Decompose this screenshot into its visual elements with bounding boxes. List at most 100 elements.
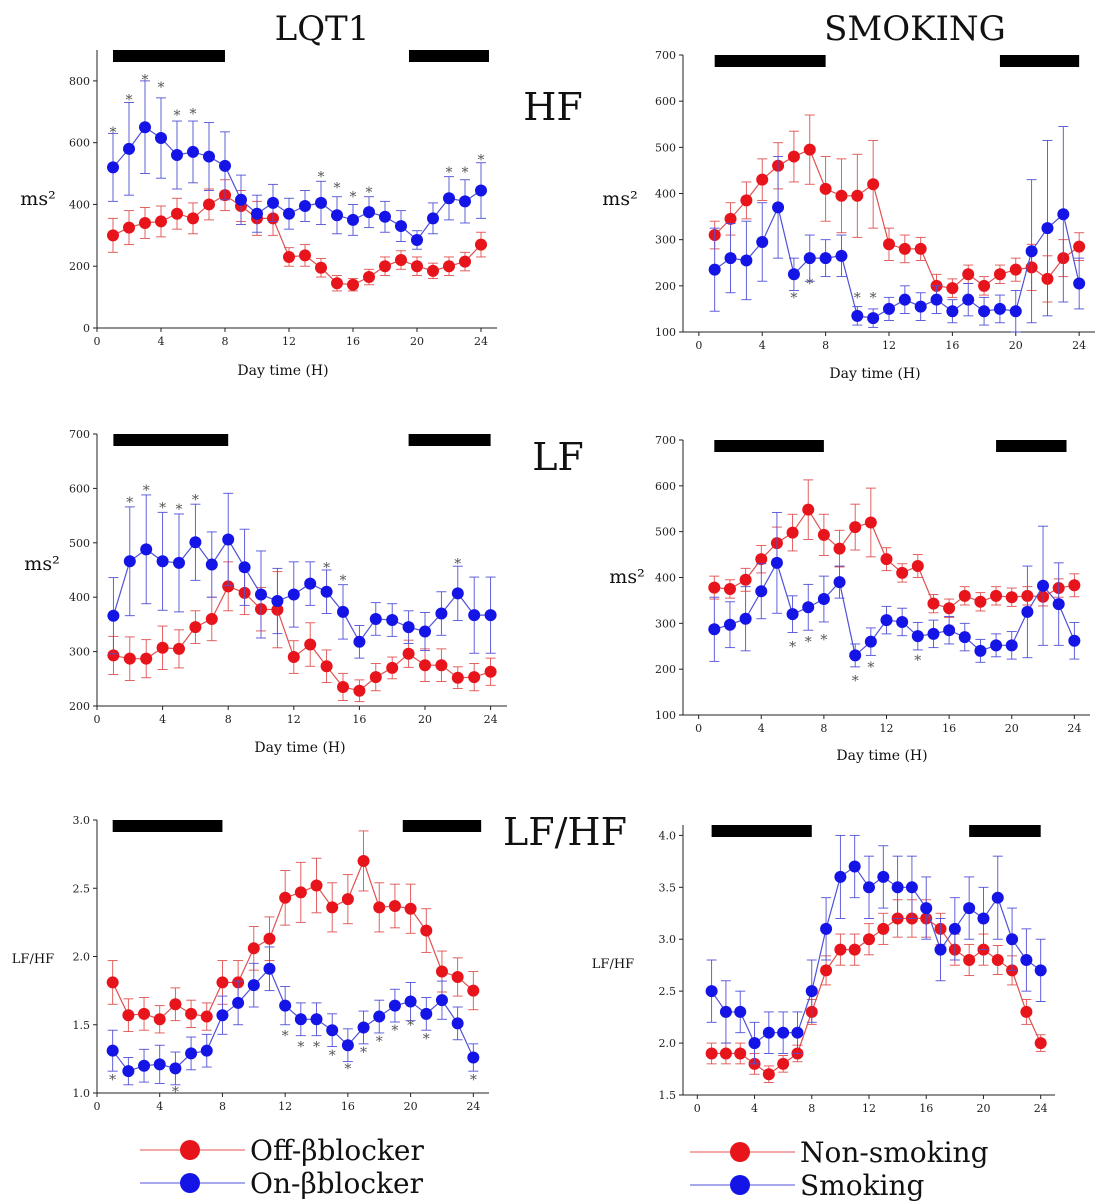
data-point-red xyxy=(427,264,439,277)
data-point-blue xyxy=(777,1026,790,1039)
y-tick-label: 3.0 xyxy=(73,814,91,827)
x-tick-label: 8 xyxy=(820,722,827,735)
data-point-red xyxy=(337,680,349,693)
panel-smoking-lf: 100 200 300 400 500 600 700 0 4 8 12 16 20 24 Day time… xyxy=(609,434,1090,764)
significance-star: * xyxy=(470,1072,477,1088)
data-point-red xyxy=(777,1057,790,1070)
x-tick-label: 12 xyxy=(278,1100,292,1113)
data-point-red xyxy=(459,255,471,268)
data-point-blue xyxy=(189,536,202,549)
data-point-blue xyxy=(484,609,497,622)
data-point-blue xyxy=(153,1058,166,1071)
data-point-red xyxy=(373,901,386,914)
y-tick-label: 400 xyxy=(655,188,676,201)
data-point-blue xyxy=(891,881,904,894)
data-point-blue xyxy=(834,870,847,883)
data-point-blue xyxy=(205,558,218,571)
significance-star: * xyxy=(454,556,461,572)
data-point-blue xyxy=(171,149,183,162)
data-point-red xyxy=(1034,1037,1047,1050)
data-point-red xyxy=(386,661,399,674)
data-point-red xyxy=(171,207,183,220)
data-point-blue xyxy=(1034,964,1047,977)
data-point-blue xyxy=(251,207,263,220)
x-axis-label: Day time (H) xyxy=(254,740,345,756)
data-point-blue xyxy=(287,588,300,601)
data-point-blue xyxy=(238,561,251,574)
significance-star: * xyxy=(350,190,357,206)
legend-left-blue-label: On-βblocker xyxy=(250,1167,424,1200)
y-tick-label: 500 xyxy=(69,537,90,550)
data-point-blue xyxy=(787,268,800,281)
data-point-blue xyxy=(279,999,292,1012)
data-point-red xyxy=(762,1068,775,1081)
data-point-blue xyxy=(271,595,284,608)
data-point-blue xyxy=(755,585,768,598)
data-point-red xyxy=(1005,591,1018,604)
x-tick-label: 20 xyxy=(410,335,424,348)
data-point-blue xyxy=(331,209,343,222)
series-blue xyxy=(107,492,497,659)
x-tick-label: 4 xyxy=(759,339,766,352)
data-point-red xyxy=(320,660,333,673)
data-point-red xyxy=(411,260,423,273)
data-point-red xyxy=(369,671,382,684)
significance-star: * xyxy=(340,573,347,589)
x-tick-label: 20 xyxy=(404,1100,418,1113)
data-point-blue xyxy=(708,263,721,276)
data-point-blue xyxy=(719,1005,732,1018)
legend-right-red-marker xyxy=(730,1142,750,1162)
y-tick-label: 3.0 xyxy=(659,933,677,946)
data-point-blue xyxy=(978,305,991,318)
significance-star: * xyxy=(423,1031,430,1047)
y-tick-label: 800 xyxy=(69,75,90,88)
data-point-blue xyxy=(255,588,267,601)
night-bar xyxy=(999,55,1080,67)
series-red xyxy=(708,114,1086,303)
significance-star: * xyxy=(407,1018,414,1034)
x-tick-label: 0 xyxy=(94,335,101,348)
data-point-blue xyxy=(927,627,940,640)
data-point-blue xyxy=(1006,933,1019,946)
night-bar xyxy=(113,50,225,62)
data-point-red xyxy=(820,964,833,977)
data-point-blue xyxy=(1020,954,1033,966)
significance-star: * xyxy=(391,1023,398,1039)
data-point-red xyxy=(991,954,1004,966)
data-point-red xyxy=(107,649,120,662)
data-point-blue xyxy=(200,1044,213,1057)
data-point-red xyxy=(468,671,481,684)
data-point-blue xyxy=(363,206,375,219)
data-point-red xyxy=(833,542,846,555)
data-point-red xyxy=(943,602,956,615)
data-point-blue xyxy=(420,1007,433,1020)
x-tick-label: 8 xyxy=(225,713,232,726)
significance-star: * xyxy=(192,492,199,508)
data-point-blue xyxy=(369,612,382,625)
y-axis-label: LF/HF xyxy=(592,957,634,972)
data-point-blue xyxy=(974,644,987,657)
data-point-red xyxy=(734,1047,747,1060)
y-tick-label: 600 xyxy=(655,480,676,493)
y-tick-label: 500 xyxy=(655,141,676,154)
legend-left-red-label: Off-βblocker xyxy=(250,1134,424,1167)
significance-star: * xyxy=(334,180,341,196)
significance-star: * xyxy=(366,185,373,201)
y-tick-label: 4.0 xyxy=(659,829,677,842)
data-point-red xyxy=(443,260,455,273)
data-point-red xyxy=(786,526,799,539)
y-tick-label: 1.0 xyxy=(73,1087,91,1100)
data-point-blue xyxy=(977,912,990,925)
data-point-blue xyxy=(943,624,956,637)
data-point-red xyxy=(914,242,927,255)
significance-star: * xyxy=(462,165,469,181)
significance-star: * xyxy=(323,560,330,576)
significance-star: * xyxy=(158,80,165,96)
series-blue xyxy=(708,511,1081,668)
data-point-blue xyxy=(930,293,943,306)
panel-lqt1-hf: 0 200 400 600 800 0 4 8 12 16 20 24 Day time (H) ms² *… xyxy=(20,50,497,379)
title-lqt1: LQT1 xyxy=(275,9,370,49)
series-line-blue xyxy=(714,561,1075,657)
data-point-red xyxy=(1020,1005,1033,1018)
data-point-blue xyxy=(948,922,961,935)
